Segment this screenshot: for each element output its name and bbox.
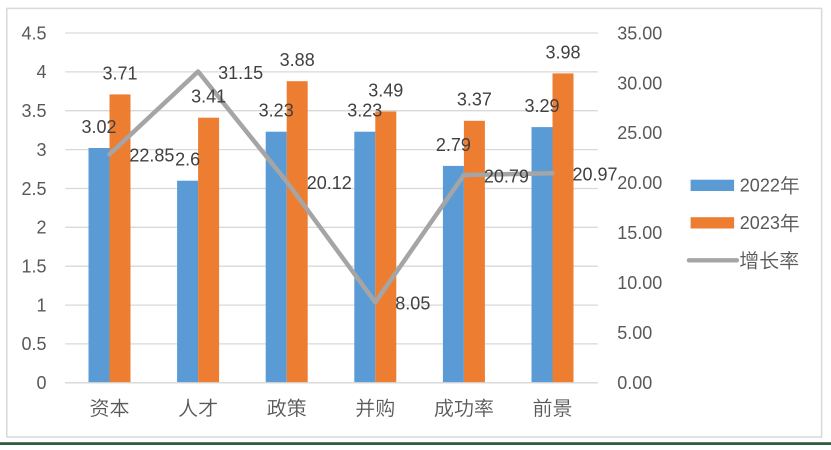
svg-text:2: 2: [36, 218, 46, 238]
svg-text:4.5: 4.5: [21, 23, 46, 43]
svg-text:5.00: 5.00: [617, 323, 652, 343]
svg-text:3.02: 3.02: [81, 117, 116, 137]
svg-text:10.00: 10.00: [617, 273, 662, 293]
svg-text:0.00: 0.00: [617, 373, 652, 393]
svg-text:3: 3: [36, 140, 46, 160]
svg-text:20.12: 20.12: [307, 173, 352, 193]
svg-text:15.00: 15.00: [617, 223, 662, 243]
svg-text:2023: 2023: [740, 213, 780, 233]
svg-text:0.5: 0.5: [21, 334, 46, 354]
svg-text:31.15: 31.15: [218, 63, 263, 83]
svg-text:3.41: 3.41: [191, 87, 226, 107]
svg-text:20.97: 20.97: [573, 165, 618, 185]
svg-text:3.37: 3.37: [457, 90, 492, 110]
svg-text:20.00: 20.00: [617, 173, 662, 193]
svg-text:3.29: 3.29: [524, 96, 559, 116]
svg-text:0: 0: [36, 373, 46, 393]
svg-text:2.79: 2.79: [436, 135, 471, 155]
svg-text:22.85: 22.85: [129, 146, 174, 166]
svg-text:2.6: 2.6: [175, 150, 200, 170]
svg-text:3.49: 3.49: [368, 80, 403, 100]
svg-text:8.05: 8.05: [395, 294, 430, 314]
svg-text:35.00: 35.00: [617, 23, 662, 43]
svg-text:4: 4: [36, 62, 46, 82]
svg-text:3.71: 3.71: [102, 63, 137, 83]
svg-text:2022: 2022: [740, 176, 780, 196]
svg-text:20.79: 20.79: [484, 166, 529, 186]
svg-text:3.88: 3.88: [280, 50, 315, 70]
svg-text:25.00: 25.00: [617, 123, 662, 143]
svg-text:2.5: 2.5: [21, 179, 46, 199]
svg-text:1: 1: [36, 295, 46, 315]
svg-text:3.23: 3.23: [259, 101, 294, 121]
svg-text:1.5: 1.5: [21, 257, 46, 277]
svg-text:3.23: 3.23: [347, 101, 382, 121]
svg-text:3.98: 3.98: [545, 42, 580, 62]
svg-text:3.5: 3.5: [21, 101, 46, 121]
svg-text:30.00: 30.00: [617, 73, 662, 93]
